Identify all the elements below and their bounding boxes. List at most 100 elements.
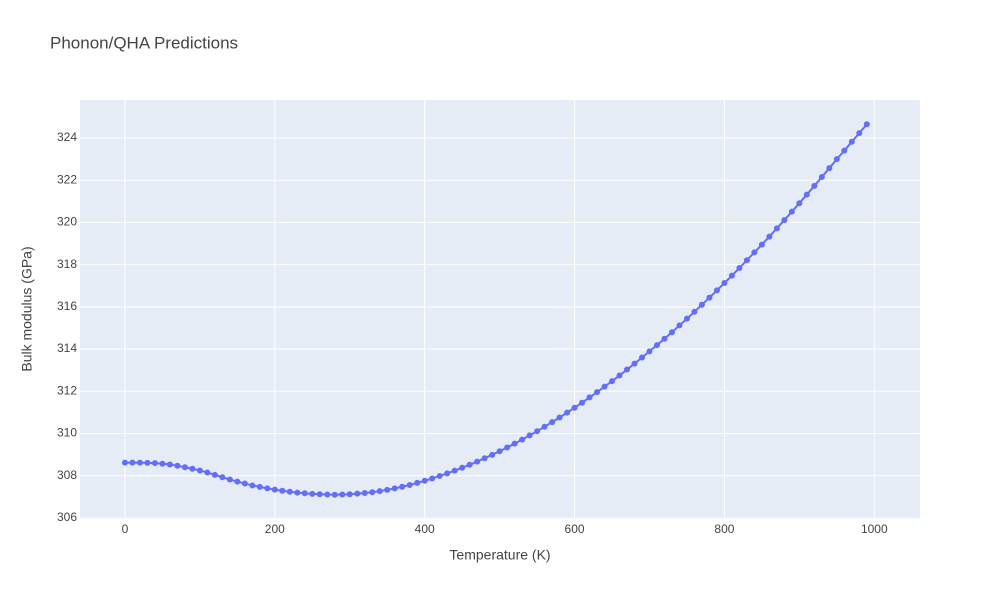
marker xyxy=(661,335,668,342)
marker xyxy=(144,459,151,466)
x-tick-label: 400 xyxy=(415,522,435,536)
marker xyxy=(316,491,323,498)
marker xyxy=(324,491,331,498)
marker xyxy=(204,469,211,476)
marker xyxy=(166,461,173,468)
marker xyxy=(676,322,683,329)
marker xyxy=(826,165,833,172)
marker xyxy=(549,419,556,426)
y-tick-label: 308 xyxy=(57,468,77,482)
marker xyxy=(594,389,601,396)
marker xyxy=(234,478,241,485)
marker xyxy=(286,488,293,495)
marker xyxy=(863,121,870,128)
marker xyxy=(309,490,316,497)
line xyxy=(124,123,868,496)
marker xyxy=(211,471,218,478)
marker xyxy=(758,241,765,248)
marker xyxy=(653,342,660,349)
marker xyxy=(279,487,286,494)
marker xyxy=(504,444,511,451)
marker xyxy=(848,138,855,145)
marker xyxy=(121,459,128,466)
marker xyxy=(698,301,705,308)
marker xyxy=(256,483,263,490)
marker xyxy=(631,360,638,367)
y-tick-label: 322 xyxy=(57,172,77,186)
marker xyxy=(736,265,743,272)
marker xyxy=(474,458,481,465)
marker xyxy=(436,472,443,479)
y-tick-label: 316 xyxy=(57,299,77,313)
marker xyxy=(354,490,361,497)
marker xyxy=(459,464,466,471)
marker xyxy=(294,489,301,496)
marker xyxy=(384,486,391,493)
marker xyxy=(796,200,803,207)
marker xyxy=(609,378,616,385)
chart-title: Phonon/QHA Predictions xyxy=(50,33,238,52)
marker xyxy=(226,476,233,483)
marker xyxy=(466,461,473,468)
marker xyxy=(511,440,518,447)
y-tick-label: 318 xyxy=(57,257,77,271)
marker xyxy=(833,156,840,163)
plot-area xyxy=(80,100,920,519)
marker xyxy=(249,482,256,489)
x-tick-label: 0 xyxy=(122,522,129,536)
marker xyxy=(421,477,428,484)
marker xyxy=(706,294,713,301)
marker xyxy=(271,486,278,493)
marker xyxy=(399,483,406,490)
marker xyxy=(526,432,533,439)
x-tick-label: 200 xyxy=(265,522,285,536)
x-tick-label: 800 xyxy=(714,522,734,536)
x-tick-label: 600 xyxy=(565,522,585,536)
marker xyxy=(564,409,571,416)
marker xyxy=(481,455,488,462)
x-tick-label: 1000 xyxy=(861,522,888,536)
marker xyxy=(571,404,578,411)
marker xyxy=(616,372,623,379)
marker xyxy=(429,475,436,482)
x-axis-title: Temperature (K) xyxy=(449,547,550,563)
marker xyxy=(331,491,338,498)
marker xyxy=(361,490,368,497)
marker xyxy=(391,485,398,492)
y-tick-label: 320 xyxy=(57,215,77,229)
marker xyxy=(196,467,203,474)
marker xyxy=(646,348,653,355)
marker xyxy=(773,225,780,232)
marker xyxy=(781,217,788,224)
marker xyxy=(136,459,143,466)
marker xyxy=(264,485,271,492)
marker xyxy=(414,479,421,486)
marker xyxy=(856,130,863,137)
y-tick-label: 310 xyxy=(57,426,77,440)
marker xyxy=(181,464,188,471)
marker xyxy=(496,448,503,455)
marker xyxy=(159,460,166,467)
marker xyxy=(743,257,750,264)
marker xyxy=(346,491,353,498)
marker xyxy=(601,383,608,390)
marker xyxy=(241,480,248,487)
marker xyxy=(406,482,413,489)
marker xyxy=(751,249,758,256)
marker xyxy=(541,423,548,430)
marker xyxy=(586,394,593,401)
marker xyxy=(818,174,825,181)
marker xyxy=(519,436,526,443)
marker xyxy=(841,147,848,154)
y-axis-title: Bulk modulus (GPa) xyxy=(19,246,35,371)
marker xyxy=(638,354,645,361)
marker xyxy=(301,490,308,497)
y-tick-label: 306 xyxy=(57,510,77,524)
marker xyxy=(376,488,383,495)
marker xyxy=(668,329,675,336)
marker xyxy=(339,491,346,498)
marker xyxy=(369,489,376,496)
marker xyxy=(713,287,720,294)
marker xyxy=(219,474,226,481)
